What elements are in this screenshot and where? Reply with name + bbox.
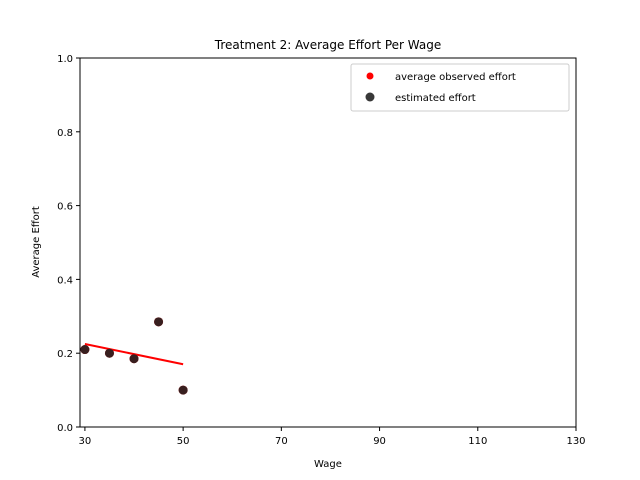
estimated-point: [80, 345, 90, 355]
x-tick-label: 90: [373, 436, 386, 447]
x-tick-label: 130: [566, 436, 585, 447]
x-tick-label: 110: [468, 436, 487, 447]
chart-title: Treatment 2: Average Effort Per Wage: [214, 38, 442, 52]
y-tick-label: 0.8: [57, 128, 73, 139]
axis-ticks: 30 50 70 90 110 130 0.0 0.2 0.4 0.6 0.8 1.0: [57, 54, 585, 447]
x-axis-label: Wage: [314, 459, 342, 470]
legend-label-observed: average observed effort: [395, 72, 516, 83]
x-tick-label: 30: [79, 436, 92, 447]
fit-line: [84, 342, 184, 366]
x-tick-label: 50: [177, 436, 190, 447]
legend-label-estimated: estimated effort: [395, 93, 476, 104]
y-tick-label: 0.6: [57, 202, 73, 213]
estimated-point: [129, 354, 139, 364]
y-axis-label: Average Effort: [31, 206, 42, 278]
legend-marker-observed: [366, 72, 374, 80]
plot-frame: [79, 57, 577, 428]
plot-area: [80, 58, 576, 427]
estimated-point: [104, 348, 114, 358]
legend-box: [350, 63, 570, 112]
legend-marker-estimated: [365, 92, 375, 102]
estimated-point: [178, 385, 188, 395]
x-tick-label: 70: [275, 436, 288, 447]
y-tick-label: 0.2: [57, 349, 73, 360]
y-tick-label: 0.0: [57, 423, 73, 434]
legend: average observed effort estimated effort: [350, 63, 570, 112]
estimated-point: [154, 317, 164, 327]
plot-marks: [80, 317, 188, 395]
y-tick-label: 0.4: [57, 275, 73, 286]
y-tick-label: 1.0: [57, 54, 73, 65]
